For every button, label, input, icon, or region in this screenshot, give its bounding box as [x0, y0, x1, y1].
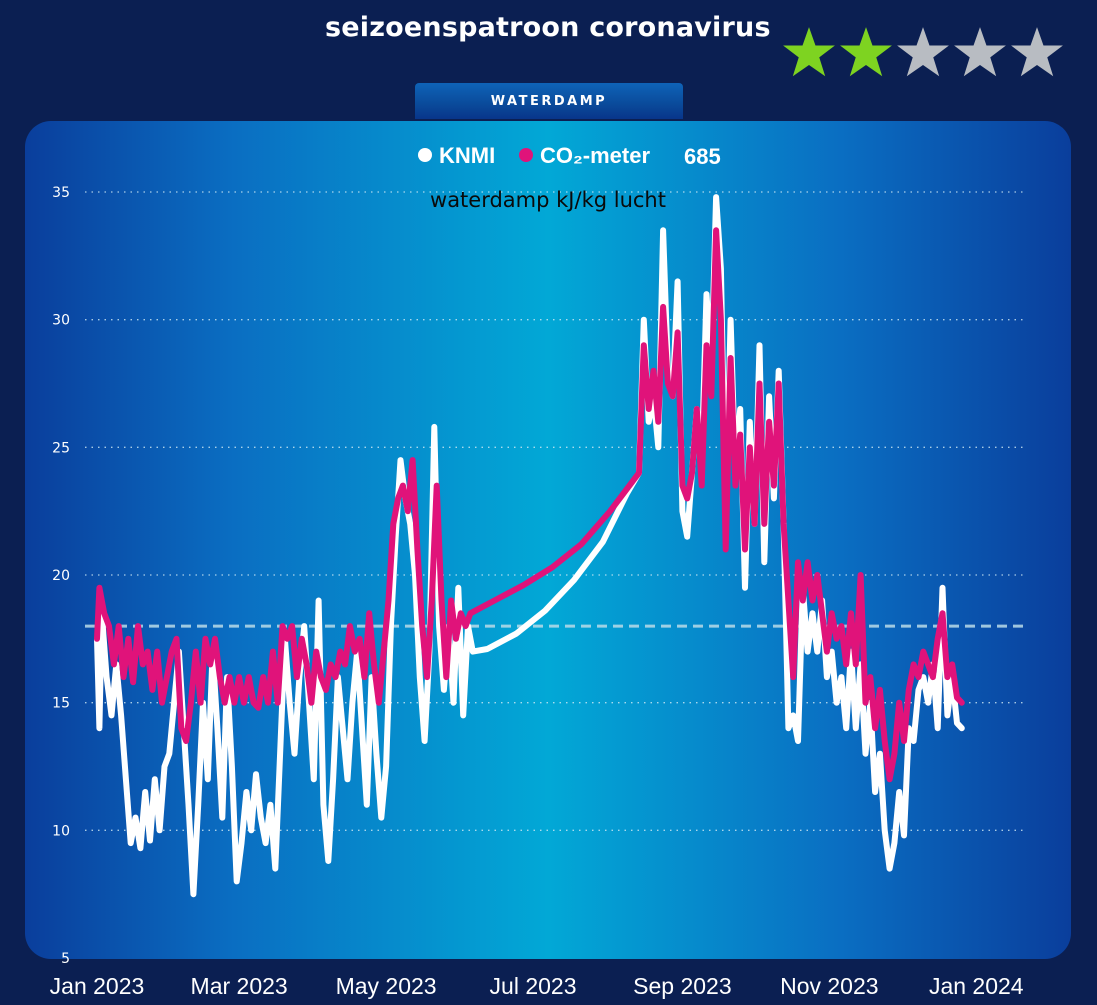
star-icon: [783, 27, 835, 77]
legend-label-knmi: KNMI: [439, 143, 495, 168]
legend-marker-knmi: [418, 148, 432, 162]
x-tick-label: Sep 2023: [633, 973, 731, 999]
legend-marker-co2-meter: [519, 148, 533, 162]
y-tick-label: 5: [61, 951, 70, 967]
star-icon: [897, 27, 949, 77]
x-tick-label: May 2023: [336, 973, 437, 999]
y-tick-label: 20: [52, 568, 70, 584]
y-tick-label: 15: [52, 696, 70, 712]
series-line-co2-meter: [94, 227, 965, 783]
x-tick-label: Mar 2023: [191, 973, 288, 999]
star-icon: [1011, 27, 1063, 77]
x-axis-ticks: Jan 2023 Mar 2023 May 2023 Jul 2023 Sep 2023…: [50, 973, 1024, 999]
y-tick-label: 25: [52, 440, 70, 456]
x-tick-label: Jan 2024: [929, 973, 1024, 999]
star-rating: [782, 24, 1064, 80]
legend-value: 685: [684, 144, 721, 169]
series-lines: [94, 194, 965, 898]
y-axis-label: waterdamp kJ/kg lucht: [430, 188, 666, 212]
legend: KNMI CO₂-meter 685: [418, 143, 721, 169]
x-tick-label: Jul 2023: [490, 973, 577, 999]
y-tick-label: 30: [52, 313, 70, 329]
x-tick-label: Jan 2023: [50, 973, 145, 999]
star-icon: [954, 27, 1006, 77]
y-tick-label: 35: [52, 185, 70, 201]
tab-waterdamp[interactable]: WATERDAMP: [415, 83, 683, 119]
x-tick-label: Nov 2023: [780, 973, 878, 999]
page-title: seizoenspatroon coronavirus: [325, 12, 771, 43]
y-axis-ticks: 5 10 15 20 25 30 35: [52, 185, 70, 967]
y-tick-label: 10: [52, 823, 70, 839]
star-icon: [840, 27, 892, 77]
legend-label-co2-meter: CO₂-meter: [540, 143, 650, 168]
series-line-knmi: [94, 194, 965, 898]
